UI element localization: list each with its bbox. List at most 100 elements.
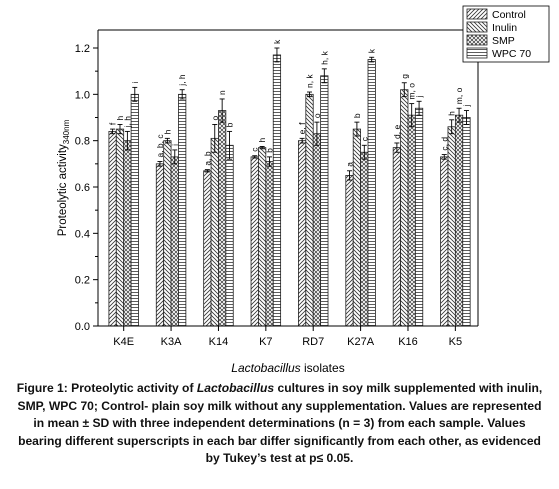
legend-label: SMP: [492, 35, 515, 47]
caption-text-1: Proteolytic activity of: [67, 381, 197, 395]
y-tick-label: 0.2: [75, 275, 90, 287]
x-tick-label-k4e: K4E: [113, 336, 134, 348]
bar-letter-label: i: [130, 81, 140, 83]
bar-letter-label: n, k: [305, 74, 315, 88]
bar-letter-label: e, f: [297, 122, 307, 134]
bar-k5-inulin: [447, 126, 456, 327]
bar-k5-wpc-70: [462, 117, 471, 327]
bar-letter-label: c: [359, 136, 369, 141]
x-tick-label-k14: K14: [209, 336, 229, 348]
bar-rd7-smp: [312, 133, 322, 327]
svg-text:Proteolytic activity340nm: Proteolytic activity340nm: [57, 119, 71, 236]
y-tick-label: 0.6: [75, 182, 90, 194]
bar-k4e-smp: [123, 140, 132, 327]
legend-swatch-control: [466, 8, 488, 20]
figure-caption: Figure 1: Proteolytic activity of Lactob…: [14, 380, 545, 468]
caption-figure-label: Figure 1:: [16, 381, 68, 395]
bar-k14-wpc-70: [225, 144, 234, 327]
bar-letter-label: j, h: [177, 74, 187, 87]
bar-letter-label: a, b, c: [155, 134, 165, 158]
y-tick-label: 1.0: [75, 89, 90, 101]
legend-swatch-wpc-70: [466, 47, 488, 59]
bar-k3a-inulin: [163, 140, 172, 327]
bar-k27a-control: [345, 175, 354, 327]
bar-letter-label: j: [414, 95, 424, 98]
y-tick-label: 0.4: [75, 228, 90, 240]
x-tick-label-k16: K16: [398, 336, 418, 348]
x-tick-label-k3a: K3A: [161, 336, 182, 348]
bar-letter-label: a, b: [202, 151, 212, 165]
bar-k14-control: [203, 170, 212, 327]
bar-k14-smp: [218, 110, 227, 327]
bar-letter-label: k: [367, 48, 377, 53]
x-tick-label-k5: K5: [449, 336, 462, 348]
bar-letter-label: b: [265, 148, 275, 153]
y-axis-title: Proteolytic activity340nm: [57, 119, 71, 236]
x-axis-label-italic: Lactobacillus: [231, 361, 300, 375]
bar-k7-inulin: [258, 147, 267, 327]
y-tick-label: 0.8: [75, 136, 90, 148]
bar-letter-label: h, k: [319, 50, 329, 64]
bar-letter-label: m, o: [454, 87, 464, 104]
bar-rd7-control: [298, 140, 307, 327]
bar-letter-label: h: [447, 111, 457, 116]
bar-letter-label: c, d: [439, 137, 449, 151]
bar-letter-label: h: [162, 129, 172, 134]
bar-letter-label: d, e: [392, 125, 402, 139]
bar-letter-label: a: [344, 162, 354, 167]
caption-text-2: cultures in soy milk supplemented with i…: [17, 381, 543, 466]
bar-letter-label: f: [108, 122, 118, 125]
bar-letter-label: g: [399, 74, 409, 79]
bar-k7-wpc-70: [272, 54, 282, 327]
bar-letter-label: j: [461, 105, 471, 108]
bar-k3a-wpc-70: [178, 93, 187, 327]
caption-italic-word: Lactobacillus: [196, 381, 275, 395]
bar-k16-wpc-70: [414, 107, 424, 327]
bar-k3a-control: [155, 163, 165, 327]
x-tick-label-rd7: RD7: [302, 336, 324, 348]
legend-label: Control: [492, 9, 526, 21]
bar-letter-label: o: [312, 113, 322, 118]
bar-k27a-inulin: [352, 128, 361, 327]
axes-layer: [97, 29, 479, 327]
bar-k4e-control: [108, 130, 117, 327]
bar-letter-label: n: [217, 90, 227, 95]
bar-letter-label: b: [352, 113, 362, 118]
bar-letter-label: m, o: [407, 83, 417, 100]
bar-k7-control: [250, 156, 259, 327]
bar-letter-label: j, h: [122, 116, 132, 129]
bar-letter-label: h: [257, 137, 267, 142]
x-axis-title: Lactobacillus isolates: [231, 361, 344, 375]
y-ticks-layer: 0.0 0.2 0.4 0.6 0.8 1.0 1.2: [75, 43, 98, 333]
bar-letter-label: k: [272, 39, 282, 44]
x-tick-label-k7: K7: [259, 336, 272, 348]
y-tick-label: 1.2: [75, 43, 90, 55]
bar-k16-control: [392, 147, 401, 327]
y-axis-label-main: Proteolytic activity: [57, 144, 69, 236]
y-axis-label-subscript: 340nm: [62, 119, 71, 144]
bar-k5-smp: [454, 114, 464, 327]
bar-letter-label: i: [170, 144, 180, 146]
bar-k4e-wpc-70: [130, 93, 139, 327]
bar-k16-smp: [407, 114, 416, 327]
bar-k4e-inulin: [115, 128, 125, 327]
legend-label: WPC 70: [492, 48, 531, 60]
error-bars-layer: [110, 47, 469, 181]
bar-letter-label: c: [250, 147, 260, 152]
x-tick-label-k27a: K27A: [347, 336, 375, 348]
bar-letter-label: h: [115, 115, 125, 120]
bar-rd7-wpc-70: [320, 75, 329, 327]
x-ticks-layer: K4E K3A K14 K7 RD7 K27A K16 K5: [113, 326, 462, 348]
legend-label: Inulin: [492, 22, 517, 34]
bar-k5-control: [440, 156, 449, 327]
legend-swatch-smp: [466, 34, 488, 46]
x-axis-label-rest: isolates: [301, 361, 345, 375]
bar-k7-smp: [265, 161, 274, 327]
bar-letter-label: o: [210, 115, 220, 120]
legend-swatch-inulin: [466, 21, 488, 33]
bar-k27a-wpc-70: [367, 59, 376, 327]
